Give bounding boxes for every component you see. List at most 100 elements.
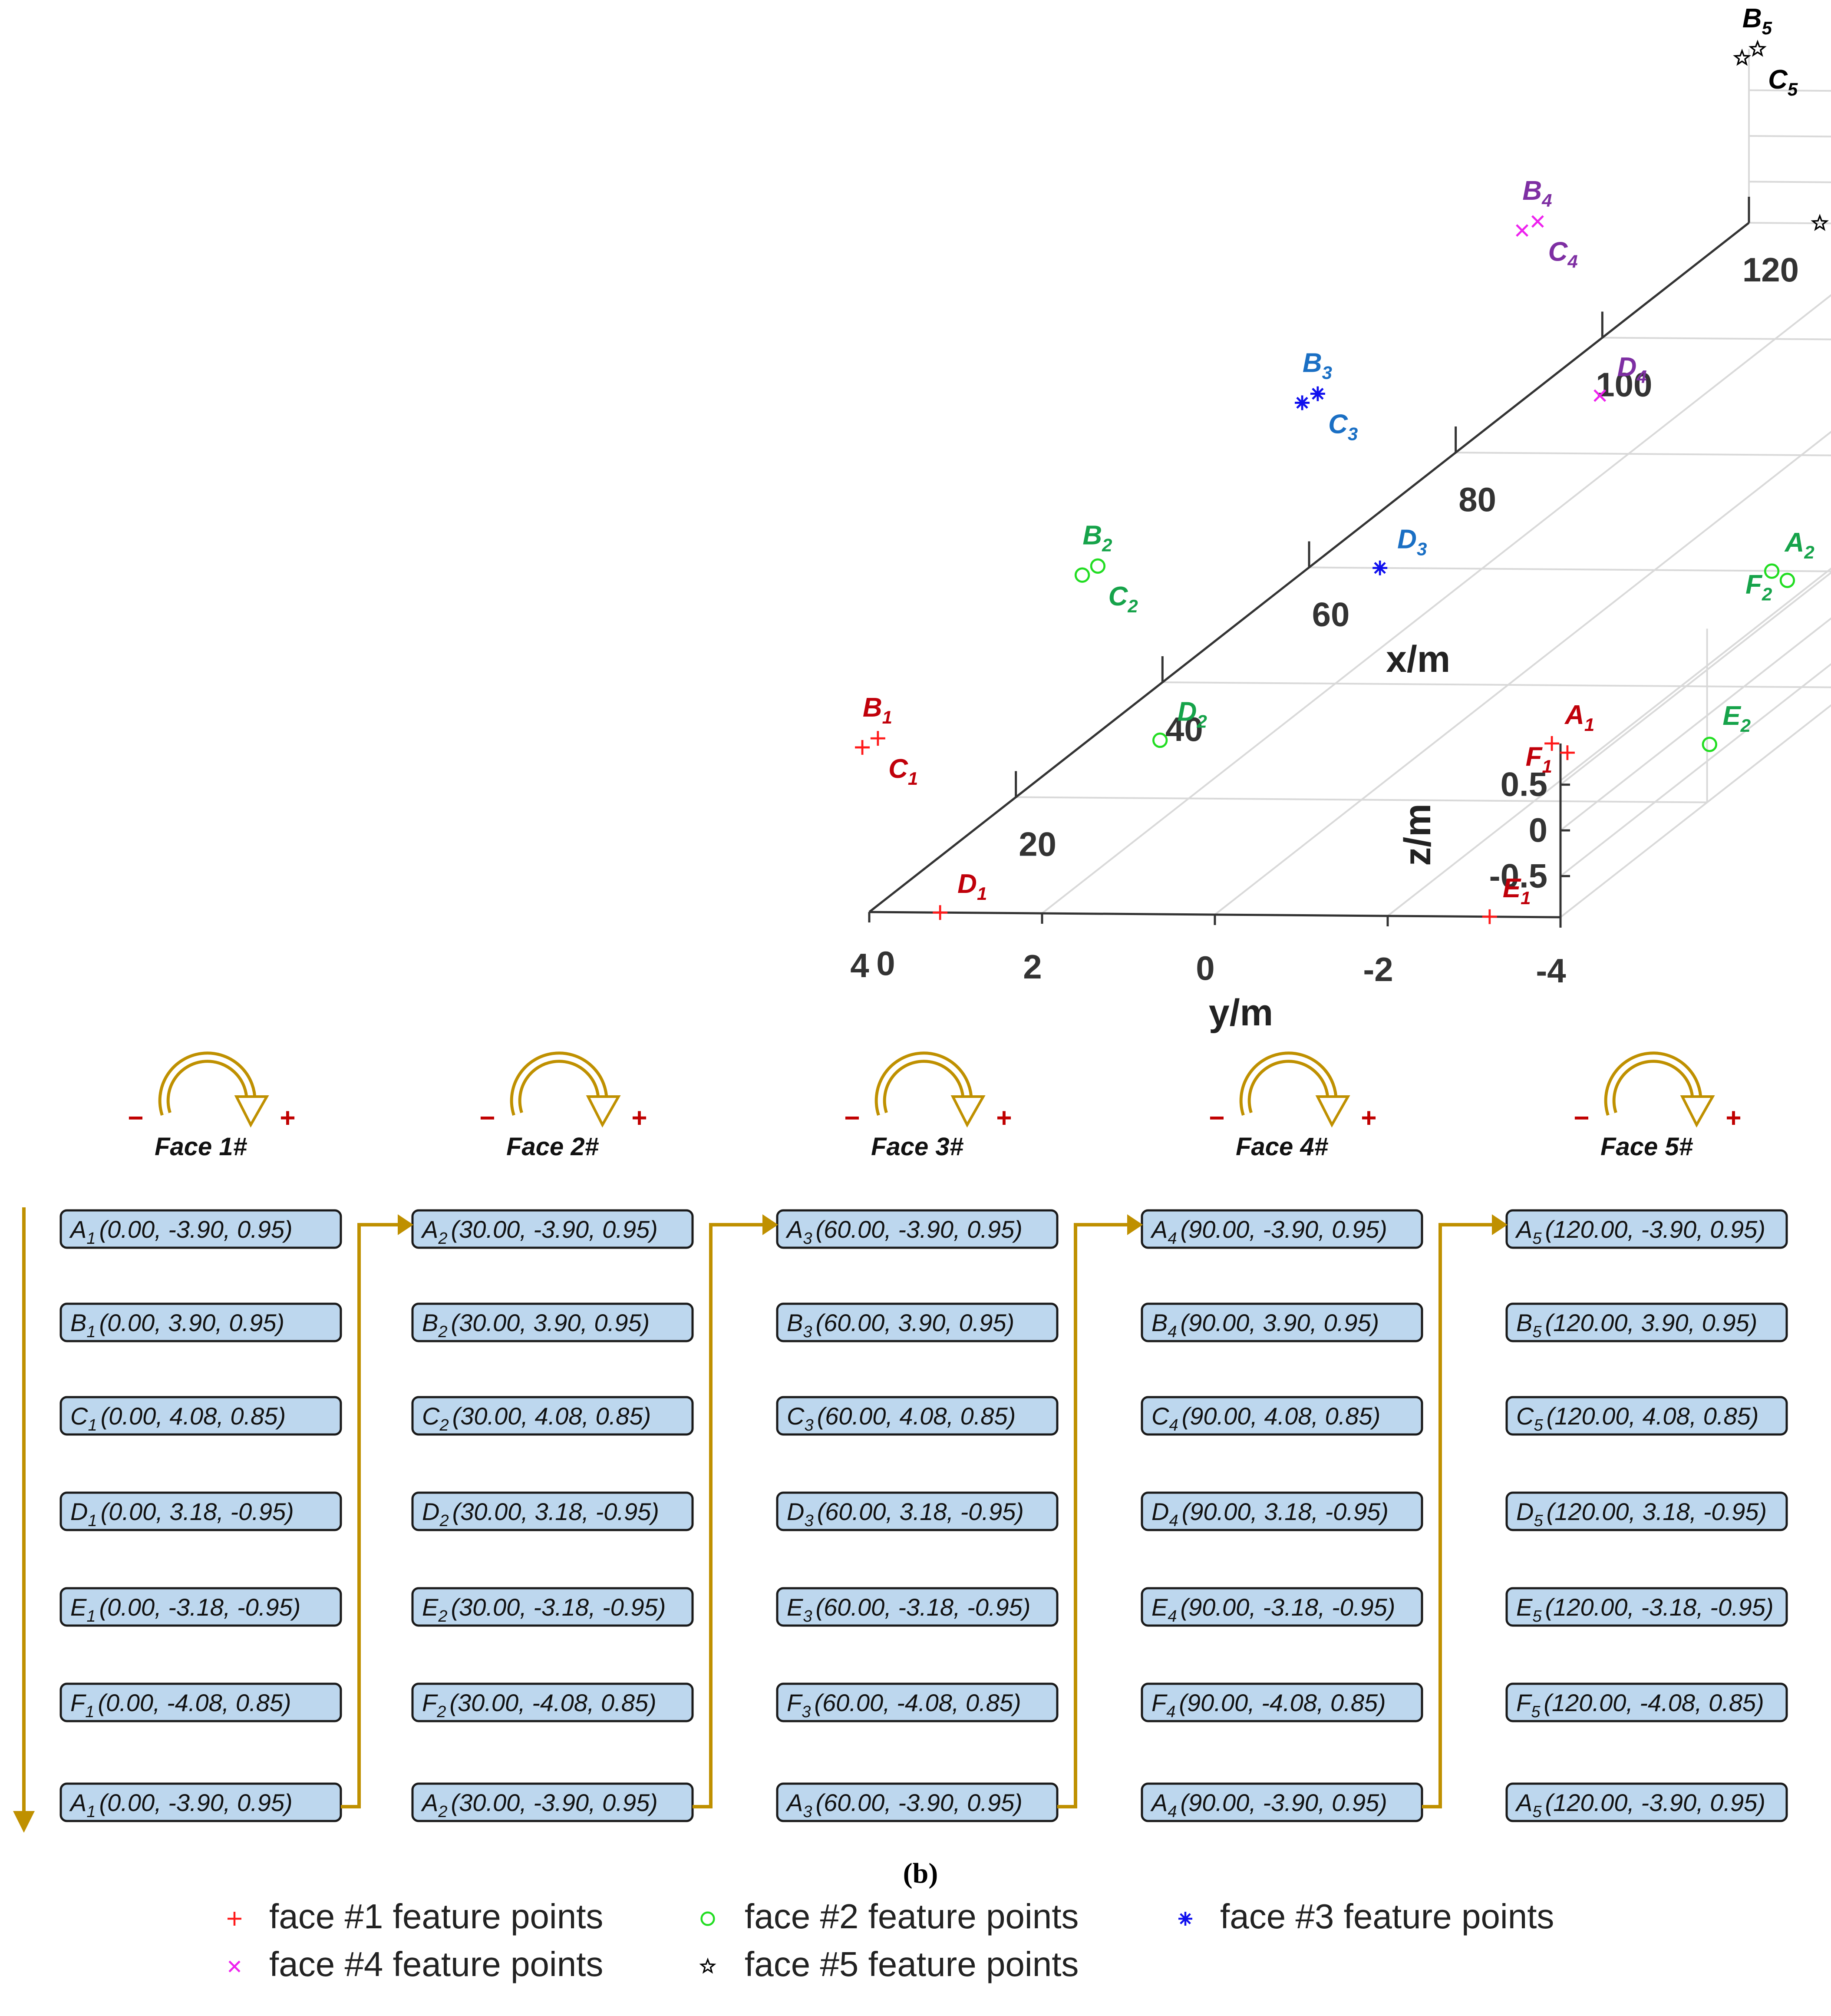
legend-marker-icon <box>228 1960 241 1973</box>
point-c1 <box>855 740 870 755</box>
point-subscript: 2 <box>439 1416 449 1434</box>
coordinate-box: F1 (0.00, -4.08, 0.85) <box>59 1682 342 1722</box>
point-coordinates: (120.00, 3.90, 0.95) <box>1545 1309 1758 1336</box>
coordinate-text: F5 (120.00, -4.08, 0.85) <box>1516 1689 1764 1721</box>
point-label-letter: B <box>1303 348 1322 378</box>
point-subscript: 1 <box>88 1512 97 1530</box>
point-label-subscript: 1 <box>977 883 987 904</box>
coordinate-text: A3 (60.00, -3.90, 0.95) <box>785 1216 1023 1248</box>
point-label: D4 <box>1617 352 1647 387</box>
point-label-subscript: 3 <box>1417 539 1427 559</box>
face-sequence-diagram: − +Face 1#A1 (0.00, -3.90, 0.95)B1 (0.00, 3… <box>13 1051 1788 1833</box>
face-column: − +Face 3#A3 (60.00, -3.90, 0.95)B3 (60.00,… <box>776 1051 1059 1822</box>
coordinate-box: C4 (90.00, 4.08, 0.85) <box>1141 1396 1423 1436</box>
point-coordinates: (30.00, 4.08, 0.85) <box>452 1402 651 1430</box>
point-label: C1 <box>888 754 918 789</box>
point-coordinates: (120.00, -3.18, -0.95) <box>1545 1593 1774 1621</box>
coordinate-text: E1 (0.00, -3.18, -0.95) <box>70 1593 300 1626</box>
face-title: Face 2# <box>506 1133 599 1161</box>
point-subscript: 5 <box>1531 1703 1541 1721</box>
coordinate-box: D3 (60.00, 3.18, -0.95) <box>776 1491 1059 1531</box>
coordinate-box-frame <box>1141 1587 1423 1627</box>
rotation-arrow-arc <box>1604 1051 1702 1116</box>
point-a1 <box>1544 736 1560 751</box>
coordinate-text: A5 (120.00, -3.90, 0.95) <box>1515 1789 1765 1821</box>
y-tick-label: 4 <box>850 946 869 985</box>
flow-arrow-head <box>1492 1214 1508 1235</box>
point-coordinates: (120.00, 3.18, -0.95) <box>1547 1498 1767 1525</box>
point-label-letter: B <box>1082 520 1102 550</box>
point-d1 <box>933 905 948 920</box>
point-label-letter: C <box>888 754 908 784</box>
point-label-subscript: 3 <box>1322 363 1332 383</box>
y-tick-label: 0 <box>1196 949 1214 987</box>
point-label: A2 <box>1784 528 1815 562</box>
point-subscript: 5 <box>1534 1512 1543 1530</box>
flow-arrow-head <box>398 1214 413 1235</box>
rotation-arrow-icon: − + <box>1209 1051 1377 1133</box>
coordinate-box-frame <box>411 1396 694 1436</box>
y-tick-label: -2 <box>1363 950 1393 988</box>
rotation-arrow-arc <box>874 1051 973 1116</box>
x-tick-label: 40 <box>1165 710 1203 748</box>
coordinate-text: F1 (0.00, -4.08, 0.85) <box>70 1689 291 1721</box>
point-letter: D <box>422 1498 439 1525</box>
point-label-subscript: 2 <box>1804 542 1814 562</box>
face-column: − +Face 1#A1 (0.00, -3.90, 0.95)B1 (0.00, 3… <box>59 1051 342 1822</box>
legend-item: face #1 feature points <box>228 1897 603 1936</box>
point-letter: B <box>1151 1309 1168 1336</box>
minus-sign: − <box>479 1103 495 1133</box>
point-c4 <box>1516 224 1529 237</box>
coordinate-text: A4 (90.00, -3.90, 0.95) <box>1150 1216 1387 1248</box>
coordinate-text: A1 (0.00, -3.90, 0.95) <box>69 1216 293 1248</box>
legend-label: face #1 feature points <box>269 1897 603 1936</box>
point-subscript: 2 <box>438 1607 447 1626</box>
point-coordinates: (0.00, -3.90, 0.95) <box>99 1216 293 1243</box>
x-tick-label: 80 <box>1458 480 1496 519</box>
point-subscript: 4 <box>1168 1607 1177 1626</box>
coordinate-box: E2 (30.00, -3.18, -0.95) <box>411 1587 694 1627</box>
legend-marker-icon <box>228 1912 241 1926</box>
coordinate-text: F2 (30.00, -4.08, 0.85) <box>422 1689 657 1721</box>
point-letter: A <box>69 1216 86 1243</box>
point-label-subscript: 1 <box>1584 714 1594 735</box>
coordinate-box-frame <box>1505 1396 1788 1436</box>
grid-lines <box>868 49 1831 918</box>
point-letter: A <box>421 1216 438 1243</box>
legend-label: face #5 feature points <box>745 1945 1079 1983</box>
coordinate-box-frame <box>776 1396 1059 1436</box>
x-tick-label: 100 <box>1596 366 1652 404</box>
point-label-subscript: 5 <box>1762 18 1772 38</box>
point-label-letter: C <box>1328 409 1348 439</box>
rotation-arrow-head <box>1315 1095 1350 1128</box>
legend-item: face #4 feature points <box>228 1945 603 1983</box>
point-letter: A <box>1515 1789 1532 1816</box>
point-a2 <box>1764 563 1780 579</box>
point-label-letter: B <box>863 693 882 723</box>
point-letter: E <box>422 1593 439 1621</box>
point-subscript: 5 <box>1532 1323 1542 1341</box>
point-f2 <box>1779 572 1795 588</box>
data-points: A1B1C1D1E1F1A2B2C2D2E2F2A3B3C3D3E3F3A4B4… <box>855 3 1829 924</box>
point-subscript: 3 <box>804 1512 813 1530</box>
legend-item: face #5 feature points <box>699 1945 1079 1983</box>
coordinate-box-frame <box>59 1782 342 1822</box>
coordinate-box-frame <box>1505 1491 1788 1531</box>
point-label: C2 <box>1108 582 1138 616</box>
legend-label: face #4 feature points <box>269 1945 603 1983</box>
point-label-letter: A <box>1564 700 1584 730</box>
x-tick-label: 60 <box>1312 595 1350 634</box>
point-label-letter: B <box>1742 3 1762 33</box>
coordinate-text: B5 (120.00, 3.90, 0.95) <box>1516 1309 1757 1341</box>
point-letter: C <box>1516 1402 1534 1430</box>
x-axis-label: x/m <box>1386 638 1450 680</box>
coordinate-text: D4 (90.00, 3.18, -0.95) <box>1151 1498 1389 1530</box>
point-label: B5 <box>1742 3 1772 38</box>
point-subscript: 2 <box>438 1229 447 1248</box>
coordinate-text: B2 (30.00, 3.90, 0.95) <box>422 1309 650 1341</box>
point-b4 <box>1531 215 1544 228</box>
plus-sign: + <box>1725 1103 1741 1133</box>
coordinate-box: B3 (60.00, 3.90, 0.95) <box>776 1302 1059 1342</box>
point-subscript: 1 <box>86 1803 96 1821</box>
legend-marker-icon <box>699 1957 716 1974</box>
